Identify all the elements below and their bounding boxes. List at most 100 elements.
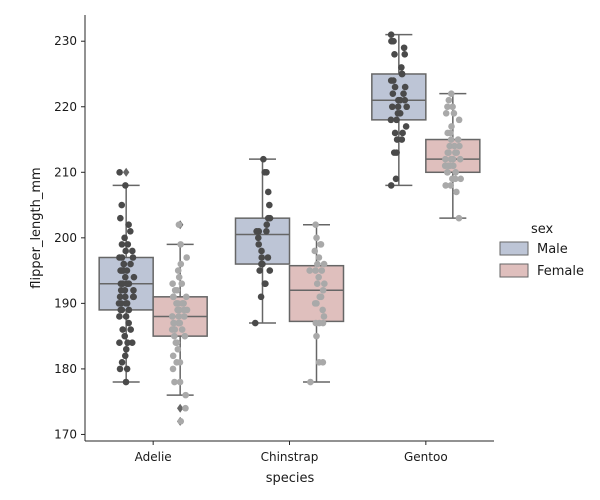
data-point [442, 182, 449, 189]
data-point [402, 123, 410, 130]
data-point [180, 313, 188, 320]
data-point [168, 326, 176, 333]
data-point [447, 136, 455, 143]
data-point [449, 103, 456, 111]
data-point [400, 90, 407, 97]
points-female-chinstrap [306, 221, 328, 386]
data-point [266, 267, 274, 274]
data-point [117, 214, 124, 222]
data-point [183, 306, 191, 314]
data-point [125, 319, 132, 327]
data-point [447, 129, 454, 137]
box-male-gentoo [371, 33, 427, 187]
data-point [182, 404, 189, 412]
y-tick-label: 210 [54, 165, 77, 179]
data-point [306, 267, 314, 274]
data-point [447, 155, 455, 163]
box-iqr [288, 264, 345, 323]
data-point [125, 306, 133, 314]
data-point [169, 293, 177, 301]
data-point [393, 136, 401, 143]
data-point [177, 418, 185, 425]
points-male-gentoo [387, 31, 410, 189]
data-point [251, 319, 259, 327]
data-point [121, 286, 129, 294]
data-point [178, 326, 186, 333]
data-point [312, 221, 319, 229]
data-point [173, 286, 181, 294]
data-point [177, 260, 185, 268]
data-point [255, 241, 263, 248]
data-point [176, 378, 184, 386]
data-point [121, 332, 129, 340]
data-point [312, 319, 320, 327]
y-axis: 170 180 190 200 210 220 230 [54, 15, 86, 441]
data-point [266, 214, 274, 222]
x-tick-label: Chinstrap [261, 450, 319, 464]
points-male-chinstrap [251, 155, 274, 327]
data-point [387, 31, 395, 38]
data-point [124, 339, 131, 346]
data-point [446, 162, 454, 170]
points-female-gentoo [441, 90, 464, 222]
data-point [311, 247, 319, 255]
data-point [175, 221, 183, 229]
data-point [454, 136, 462, 143]
data-point [116, 339, 123, 346]
y-tick-label: 200 [54, 231, 77, 245]
data-point [122, 378, 130, 386]
x-tick-label: Adelie [135, 450, 172, 464]
data-point [446, 142, 454, 150]
data-point [403, 103, 410, 111]
data-point [122, 182, 129, 189]
x-axis: Adelie Chinstrap Gentoo [85, 440, 494, 464]
data-point [401, 83, 409, 91]
points-male-adelie [115, 168, 138, 386]
data-point [401, 51, 409, 58]
data-point [255, 227, 263, 235]
data-point [455, 116, 463, 124]
data-point [391, 83, 399, 91]
data-point [258, 260, 265, 268]
data-point [117, 267, 124, 274]
data-point [169, 352, 177, 360]
data-point [178, 280, 186, 288]
points-female-adelie [168, 221, 191, 425]
data-point [319, 286, 327, 294]
data-point [441, 162, 449, 170]
data-point [182, 391, 189, 399]
data-point [120, 260, 128, 268]
data-point [127, 260, 134, 268]
data-point [442, 155, 449, 163]
x-tick-label: Gentoo [404, 450, 448, 464]
data-point [263, 221, 271, 229]
data-point [313, 300, 320, 307]
data-point [173, 339, 181, 346]
data-point [258, 254, 266, 261]
data-point [121, 352, 129, 360]
data-point [398, 136, 406, 143]
data-point [171, 332, 178, 340]
data-point [177, 241, 184, 248]
data-point [444, 168, 451, 176]
data-point [394, 110, 402, 117]
y-tick-label: 230 [54, 34, 77, 48]
data-point [117, 280, 125, 288]
data-point [391, 51, 398, 58]
data-point [263, 227, 270, 235]
data-point [121, 234, 128, 242]
data-point [452, 175, 459, 183]
data-point [445, 149, 452, 156]
data-point [175, 313, 183, 320]
data-point [125, 221, 132, 229]
y-axis-label: flipper_length_mm [29, 167, 44, 288]
legend-title: sex [531, 222, 554, 237]
data-point [176, 319, 184, 327]
data-point [256, 267, 263, 274]
data-point [171, 378, 178, 386]
legend-swatch-female [499, 263, 529, 278]
data-point [122, 345, 130, 353]
data-point [174, 300, 182, 307]
data-point [121, 273, 129, 281]
